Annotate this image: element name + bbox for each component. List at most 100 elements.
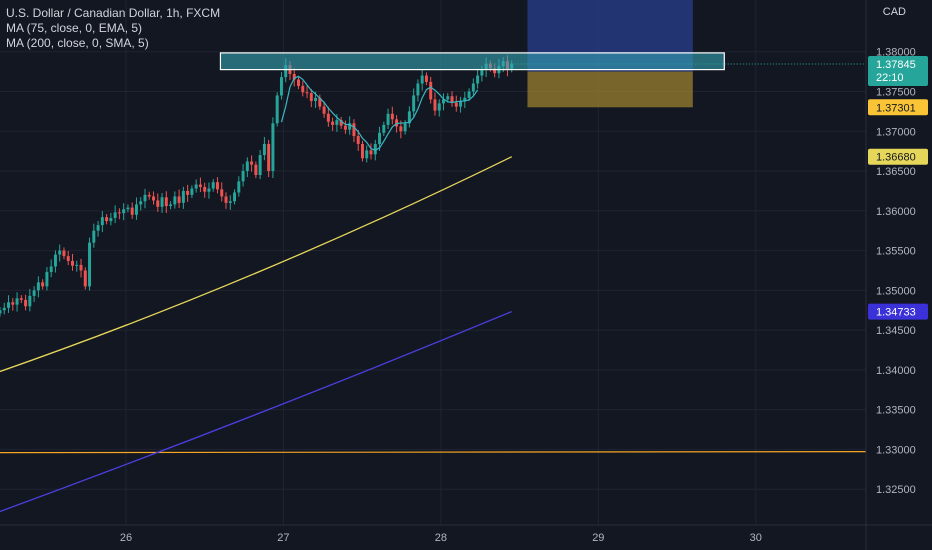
candle-body[interactable] — [463, 97, 467, 102]
candle-body[interactable] — [352, 123, 356, 137]
candle-body[interactable] — [322, 106, 326, 114]
candle-body[interactable] — [233, 192, 237, 202]
candle-body[interactable] — [279, 77, 283, 96]
candle-body[interactable] — [152, 196, 156, 201]
candle-body[interactable] — [134, 204, 138, 215]
candle-body[interactable] — [49, 266, 53, 273]
candle-body[interactable] — [105, 217, 109, 222]
candle-body[interactable] — [198, 184, 202, 187]
price-label-sma200-bg[interactable] — [868, 303, 928, 320]
candle-body[interactable] — [480, 70, 484, 76]
candle-body[interactable] — [53, 254, 57, 267]
price-label-sma200[interactable]: 1.34733 — [876, 307, 916, 319]
candle-body[interactable] — [75, 264, 79, 266]
candle-body[interactable] — [177, 196, 181, 203]
last-price-badge[interactable] — [868, 56, 928, 87]
candle-body[interactable] — [126, 207, 130, 210]
candle-body[interactable] — [305, 92, 309, 94]
resistance-zone[interactable] — [219, 52, 725, 71]
candle-body[interactable] — [292, 73, 296, 80]
candle-body[interactable] — [258, 155, 262, 175]
candle-body[interactable] — [160, 197, 164, 207]
candle-body[interactable] — [79, 264, 83, 271]
candle-body[interactable] — [96, 225, 100, 231]
candle-body[interactable] — [339, 120, 343, 126]
candle-body[interactable] — [19, 298, 23, 300]
candle-body[interactable] — [66, 256, 70, 261]
candle-body[interactable] — [237, 181, 241, 193]
candle-body[interactable] — [156, 200, 160, 207]
candle-body[interactable] — [130, 207, 134, 215]
candle-body[interactable] — [88, 242, 92, 287]
candle-body[interactable] — [297, 79, 301, 86]
sma200-line[interactable] — [0, 310, 512, 513]
candle-body[interactable] — [228, 201, 232, 203]
candle-body[interactable] — [356, 136, 360, 144]
candle-body[interactable] — [122, 209, 126, 214]
candle-body[interactable] — [390, 113, 394, 120]
candle-body[interactable] — [2, 307, 6, 311]
candle-body[interactable] — [343, 125, 347, 130]
candle-body[interactable] — [471, 83, 475, 92]
price-label-stop[interactable]: 1.37301 — [876, 102, 916, 114]
candle-body[interactable] — [0, 310, 2, 314]
candle-body[interactable] — [382, 124, 386, 133]
candle-body[interactable] — [433, 99, 437, 111]
candle-body[interactable] — [109, 217, 113, 222]
candle-body[interactable] — [36, 282, 40, 291]
price-label-ema75-bg[interactable] — [868, 148, 928, 165]
candle-body[interactable] — [62, 250, 66, 257]
candle-body[interactable] — [181, 190, 185, 203]
candle-body[interactable] — [399, 126, 403, 132]
price-label-ema75[interactable]: 1.36680 — [876, 152, 916, 164]
candle-body[interactable] — [493, 68, 497, 74]
candle-body[interactable] — [169, 204, 173, 207]
candle-body[interactable] — [139, 201, 143, 205]
candle-body[interactable] — [365, 150, 369, 159]
candle-body[interactable] — [190, 188, 194, 195]
candle-body[interactable] — [429, 81, 433, 100]
cup-curve[interactable] — [280, 75, 479, 151]
candle-body[interactable] — [331, 121, 335, 125]
candle-body[interactable] — [369, 150, 373, 155]
candle-body[interactable] — [241, 171, 245, 182]
candle-body[interactable] — [83, 270, 87, 287]
candle-body[interactable] — [301, 85, 305, 93]
candle-body[interactable] — [173, 196, 177, 205]
candle-body[interactable] — [143, 194, 147, 202]
candle-body[interactable] — [45, 272, 49, 287]
candle-body[interactable] — [373, 143, 377, 155]
candle-body[interactable] — [58, 250, 62, 255]
candle-body[interactable] — [314, 97, 318, 102]
candle-body[interactable] — [32, 290, 36, 296]
candle-body[interactable] — [28, 295, 32, 307]
candle-body[interactable] — [284, 65, 288, 78]
price-label-stop-bg[interactable] — [868, 99, 928, 116]
candle-body[interactable] — [147, 194, 151, 197]
candle-body[interactable] — [211, 182, 215, 189]
candle-body[interactable] — [437, 103, 441, 111]
candle-body[interactable] — [100, 217, 104, 226]
candle-body[interactable] — [224, 196, 228, 203]
candle-body[interactable] — [71, 260, 74, 266]
candle-body[interactable] — [267, 143, 271, 172]
candle-body[interactable] — [92, 230, 96, 243]
candle-body[interactable] — [254, 164, 258, 175]
candle-body[interactable] — [11, 302, 15, 305]
candle-body[interactable] — [186, 190, 190, 195]
candle-body[interactable] — [113, 212, 117, 218]
candle-body[interactable] — [7, 302, 11, 308]
candle-body[interactable] — [386, 113, 390, 125]
position-stop-zone[interactable] — [527, 71, 693, 108]
candle-body[interactable] — [424, 75, 428, 82]
candle-body[interactable] — [360, 143, 364, 159]
candle-body[interactable] — [164, 197, 168, 207]
candle-body[interactable] — [41, 282, 45, 287]
candle-body[interactable] — [420, 75, 424, 84]
candle-body[interactable] — [403, 123, 407, 132]
last-price-label[interactable]: 1.37845 — [876, 59, 916, 71]
candle-body[interactable] — [318, 97, 322, 107]
candle-body[interactable] — [262, 143, 266, 156]
